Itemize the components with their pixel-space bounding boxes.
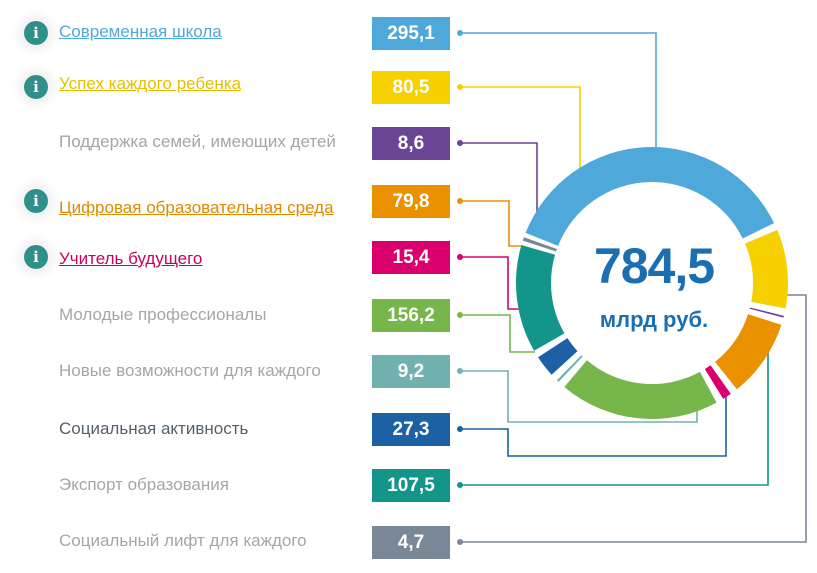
project-link[interactable]: Цифровая образовательная среда — [59, 198, 334, 217]
donut-segment-6 — [564, 360, 717, 419]
donut-total: 784,5 — [593, 238, 715, 294]
project-label: Экспорт образования — [59, 475, 229, 494]
value-box: 4,7 — [372, 526, 450, 559]
connector-dot-9 — [457, 482, 463, 488]
value-box: 79,8 — [372, 185, 450, 218]
connector-dot-5 — [457, 254, 463, 260]
project-label: Новые возможности для каждого — [59, 361, 321, 380]
value-box: 8,6 — [372, 127, 450, 160]
project-label: Социальная активность — [59, 419, 249, 438]
info-icon[interactable]: i — [24, 75, 48, 99]
connector-dot-7 — [457, 368, 463, 374]
donut-segment-7 — [556, 355, 583, 382]
info-icon[interactable]: i — [24, 21, 48, 45]
project-link[interactable]: Успех каждого ребенка — [59, 74, 242, 93]
value-box: 295,1 — [372, 17, 450, 50]
connector-dot-4 — [457, 198, 463, 204]
connector-lines — [457, 30, 807, 545]
value-box: 80,5 — [372, 71, 450, 104]
connector-line-2 — [460, 86, 581, 168]
connector-dot-3 — [457, 140, 463, 146]
value-box: 156,2 — [372, 299, 450, 332]
connector-line-5 — [460, 256, 520, 310]
donut-segment-8 — [538, 338, 578, 375]
donut-segment-4 — [715, 314, 782, 390]
connector-line-4 — [460, 200, 522, 247]
connector-dot-1 — [457, 30, 463, 36]
value-box: 9,2 — [372, 355, 450, 388]
donut-segment-10 — [522, 237, 557, 252]
donut-segment-1 — [525, 147, 775, 246]
donut-segment-5 — [704, 365, 731, 399]
project-link[interactable]: Учитель будущего — [59, 249, 203, 268]
connector-line-6 — [460, 314, 535, 353]
connector-dot-10 — [457, 539, 463, 545]
donut-unit: млрд руб. — [599, 307, 709, 332]
connector-line-1 — [460, 32, 657, 155]
donut-segment-3 — [749, 307, 784, 318]
donut-segment-9 — [516, 244, 565, 351]
value-box: 27,3 — [372, 413, 450, 446]
connector-dot-8 — [457, 426, 463, 432]
connector-line-7 — [460, 370, 698, 423]
connector-line-3 — [460, 142, 538, 216]
project-label: Социальный лифт для каждого — [59, 531, 307, 550]
connector-line-8 — [460, 395, 727, 457]
info-icon[interactable]: i — [24, 245, 48, 269]
connector-dot-2 — [457, 84, 463, 90]
connector-line-9 — [460, 325, 769, 486]
value-box: 15,4 — [372, 241, 450, 274]
project-link[interactable]: Современная школа — [59, 22, 222, 41]
donut-segment-2 — [745, 229, 788, 309]
value-box: 107,5 — [372, 469, 450, 502]
connector-dot-6 — [457, 312, 463, 318]
donut-segments — [516, 147, 788, 419]
info-icon[interactable]: i — [24, 189, 48, 213]
project-label: Поддержка семей, имеющих детей — [59, 132, 336, 151]
project-label: Молодые профессионалы — [59, 305, 267, 324]
